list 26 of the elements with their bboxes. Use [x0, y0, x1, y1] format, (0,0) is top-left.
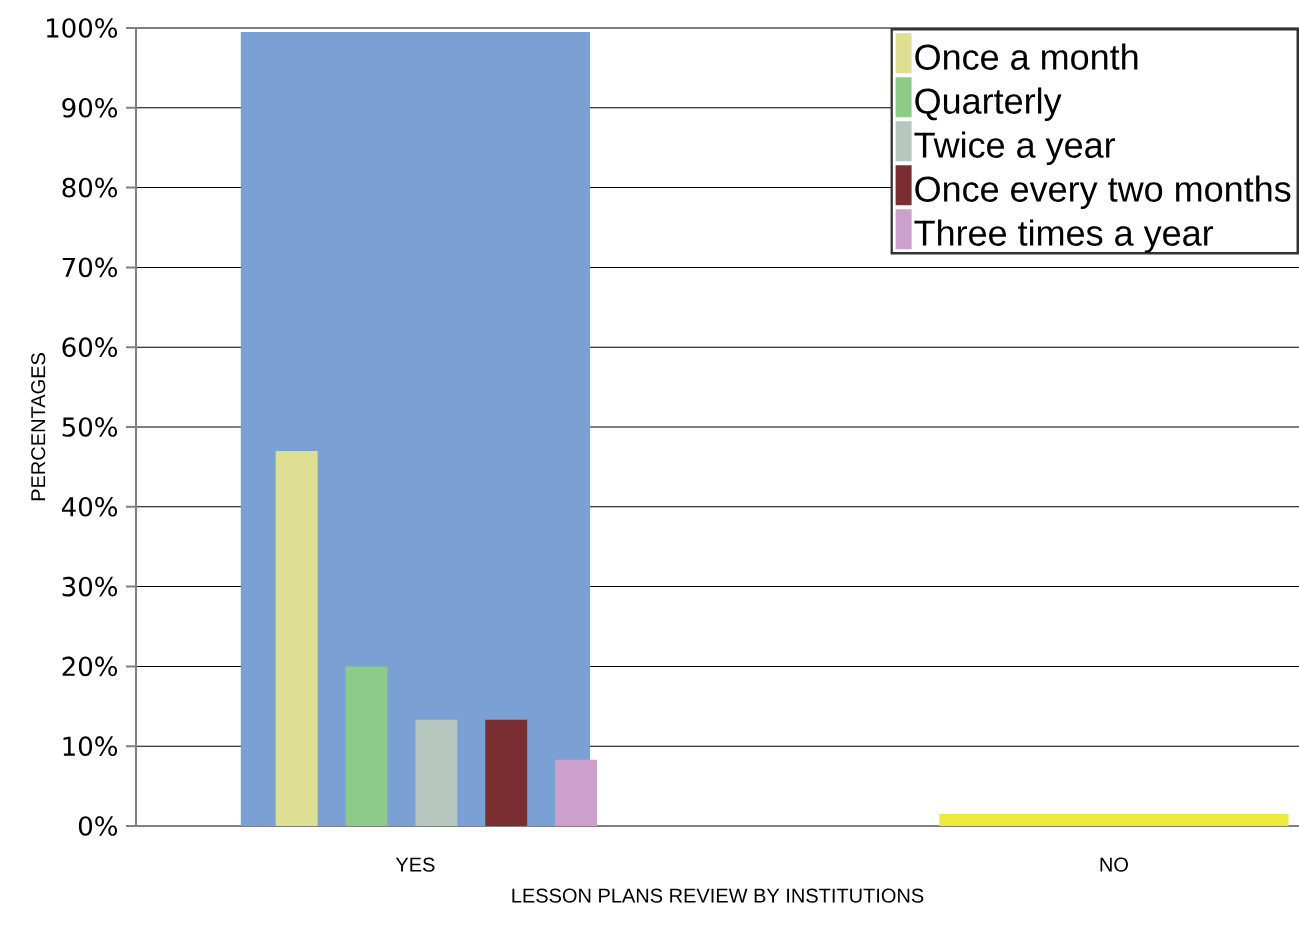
- y-tick-label: 60%: [62, 337, 118, 358]
- y-tick-label: 20%: [62, 656, 118, 677]
- y-axis-title: PERCENTAGES: [31, 353, 46, 501]
- x-tick-label: NO: [1100, 857, 1128, 872]
- bar: [415, 719, 458, 826]
- legend-label: Once every two months: [915, 175, 1291, 209]
- bar: [485, 719, 528, 826]
- y-tick-label: 70%: [62, 257, 118, 278]
- bar: [275, 450, 318, 826]
- bar: [939, 814, 1289, 826]
- bar: [555, 759, 598, 826]
- x-axis-title: LESSON PLANS REVIEW BY INSTITUTIONS: [512, 888, 924, 903]
- y-tick-label: 80%: [62, 177, 118, 198]
- y-tick-label: 0%: [78, 816, 118, 836]
- y-tick-label: 40%: [61, 496, 118, 517]
- y-tick-label: 100%: [46, 18, 118, 38]
- x-tick-label: YES: [395, 857, 435, 872]
- legend-label: Three times a year: [914, 219, 1214, 253]
- y-tick-label: 30%: [62, 576, 118, 597]
- y-tick-label: 50%: [62, 417, 118, 437]
- bar: [345, 666, 388, 826]
- y-tick-label: 90%: [62, 97, 118, 118]
- y-tick-label: 10%: [63, 736, 118, 757]
- legend-label: Twice a year: [914, 131, 1116, 165]
- legend-label: Once a month: [915, 43, 1138, 70]
- legend-label: Quarterly: [915, 87, 1062, 121]
